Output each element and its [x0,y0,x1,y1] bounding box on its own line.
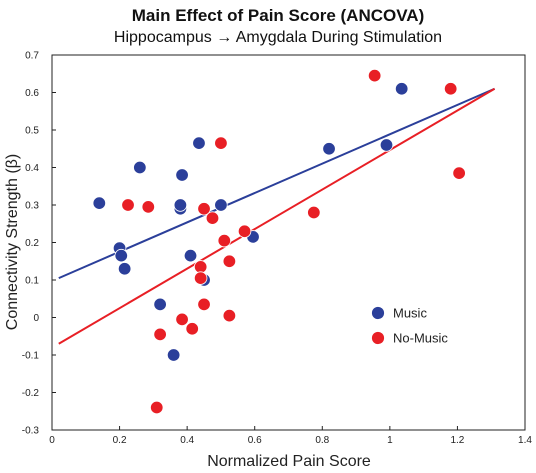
point-no-music [307,205,321,220]
point-music [173,198,188,212]
point-music [183,248,198,263]
legend-label-no-music: No-Music [393,331,448,346]
y-tick-label: 0.1 [25,276,39,287]
y-axis-title: Connectivity Strength (β) [4,154,21,330]
point-no-music [153,327,167,342]
point-no-music [214,136,228,150]
point-music [175,168,189,182]
point-no-music [367,68,382,83]
point-no-music [185,322,199,336]
point-music [192,136,206,150]
point-no-music [205,211,220,225]
y-tick-label: 0.6 [25,88,39,99]
point-no-music [121,198,135,212]
legend-marker-music [371,306,385,320]
x-tick-label: 1.4 [518,435,532,446]
y-tick-label: -0.1 [22,351,40,362]
point-music [322,142,336,156]
y-tick-label: -0.3 [22,426,40,437]
x-tick-label: 0.4 [180,435,194,446]
legend-marker-no-music [371,331,385,345]
point-no-music [222,308,237,323]
point-music [394,82,409,96]
point-no-music [197,202,211,216]
y-tick-label: -0.2 [22,388,40,399]
chart-subtitle: Hippocampus → Amygdala During Stimulatio… [114,29,442,46]
point-music [214,198,228,212]
fit-lines [58,87,496,345]
point-music [153,297,167,312]
fit-line-no-music [58,87,496,345]
y-tick-label: 0 [33,313,39,324]
point-no-music [452,166,466,180]
point-music [117,262,132,276]
y-tick-label: 0.7 [25,51,39,62]
point-no-music [141,200,155,214]
x-tick-label: 0.6 [248,435,262,446]
chart-title: Main Effect of Pain Score (ANCOVA) [132,6,425,25]
point-no-music [150,400,164,415]
x-tick-label: 0.2 [113,435,127,446]
x-tick-label: 1.2 [450,435,464,446]
point-music [166,348,181,362]
point-no-music [237,224,252,238]
x-axis-title: Normalized Pain Score [207,453,371,470]
point-music [379,138,394,152]
point-no-music [217,233,232,248]
point-no-music [175,312,189,327]
point-no-music [222,254,237,268]
point-no-music [193,260,208,274]
data-points [92,68,466,415]
point-music [92,196,107,210]
point-no-music [193,271,208,285]
point-no-music [443,82,458,96]
y-tick-label: 0.3 [25,201,39,212]
point-no-music [197,297,211,312]
x-tick-label: 0 [49,435,55,446]
point-music [133,160,147,175]
y-tick-label: 0.5 [25,126,39,137]
x-tick-label: 1 [387,435,393,446]
legend-label-music: Music [393,306,427,321]
fit-line-music [58,87,495,280]
y-tick-label: 0.4 [25,163,39,174]
legend: Music No-Music [371,306,448,346]
y-tick-label: 0.2 [25,238,39,249]
x-tick-label: 0.8 [315,435,329,446]
ticks-layer: 0 0.2 0.4 0.6 0.8 1 1.2 1.4 -0.3 -0.2 -0.1 0 0.1 0.2 0… [22,51,533,447]
point-music [114,248,128,263]
